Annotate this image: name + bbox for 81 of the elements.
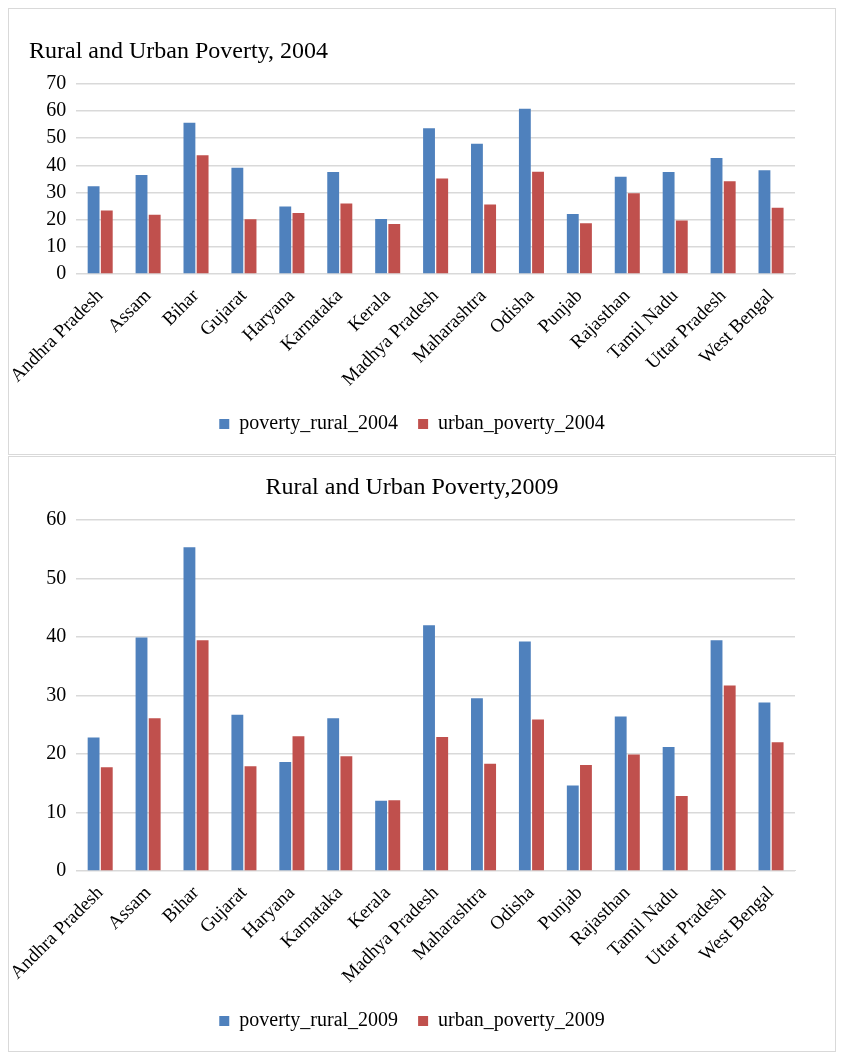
bar	[423, 625, 435, 871]
bar	[675, 220, 688, 274]
bar	[135, 637, 148, 871]
bar	[148, 214, 161, 274]
bar	[231, 714, 244, 871]
bar	[87, 737, 100, 871]
bar	[100, 210, 113, 274]
y-tick-label: 10	[46, 234, 67, 257]
bar	[148, 718, 161, 871]
bar	[758, 702, 771, 871]
bar	[710, 157, 723, 274]
y-tick-label: 0	[56, 858, 67, 881]
bar	[771, 742, 784, 871]
bar	[135, 175, 148, 274]
bar	[231, 167, 244, 274]
bar	[375, 800, 388, 871]
bar	[244, 766, 257, 871]
y-tick-label: 40	[46, 624, 67, 647]
bar	[723, 181, 736, 274]
bar	[87, 186, 100, 274]
y-tick-label: 60	[46, 507, 67, 530]
legend-label: poverty_rural_2009	[239, 1008, 399, 1032]
legend-label: urban_poverty_2004	[438, 411, 605, 435]
bar	[375, 219, 388, 274]
bar	[484, 763, 497, 871]
bar	[662, 172, 675, 274]
bar	[327, 718, 340, 871]
bar	[183, 122, 196, 274]
bar	[580, 765, 592, 871]
y-tick-label: 10	[46, 799, 67, 822]
bar	[340, 203, 353, 274]
y-tick-label: 40	[46, 152, 67, 175]
y-tick-label: 50	[46, 125, 67, 148]
bar	[580, 223, 592, 274]
bar	[436, 736, 449, 871]
chart-title: Rural and Urban Poverty,2009	[265, 472, 559, 499]
bar	[566, 785, 579, 871]
bar	[279, 206, 292, 274]
bar	[471, 143, 483, 274]
bar	[710, 640, 723, 871]
bar	[758, 170, 771, 274]
bar	[484, 204, 497, 274]
bar	[518, 108, 531, 274]
y-tick-label: 50	[46, 565, 67, 588]
y-tick-label: 0	[56, 261, 67, 284]
bar	[292, 736, 305, 871]
bar	[614, 716, 627, 871]
bar	[423, 128, 435, 274]
legend-label: poverty_rural_2004	[239, 411, 399, 435]
bar	[279, 762, 292, 871]
bar	[471, 698, 483, 871]
bar	[100, 767, 113, 871]
y-tick-label: 20	[46, 741, 67, 764]
legend-label: urban_poverty_2009	[438, 1008, 605, 1032]
bar	[327, 172, 340, 274]
bar	[340, 756, 353, 871]
bar	[723, 685, 736, 871]
y-tick-label: 30	[46, 179, 67, 202]
bar	[183, 547, 196, 871]
bar	[532, 171, 544, 274]
bar	[436, 178, 449, 274]
chart-title: Rural and Urban Poverty, 2004	[29, 36, 329, 63]
bar	[518, 641, 531, 871]
bar	[771, 207, 784, 274]
bar	[196, 640, 209, 871]
bar	[627, 754, 640, 871]
bar	[292, 213, 305, 274]
y-tick-label: 70	[46, 71, 67, 94]
y-tick-label: 60	[46, 98, 67, 121]
y-tick-label: 20	[46, 206, 67, 229]
y-tick-label: 30	[46, 682, 67, 705]
bar	[244, 219, 257, 274]
bar	[532, 719, 544, 871]
bar	[675, 796, 688, 871]
bar	[627, 193, 640, 274]
bar	[196, 155, 209, 274]
bar	[388, 223, 401, 274]
bar	[388, 800, 401, 871]
bar	[566, 213, 579, 274]
bar	[614, 176, 627, 274]
bar	[662, 746, 675, 871]
